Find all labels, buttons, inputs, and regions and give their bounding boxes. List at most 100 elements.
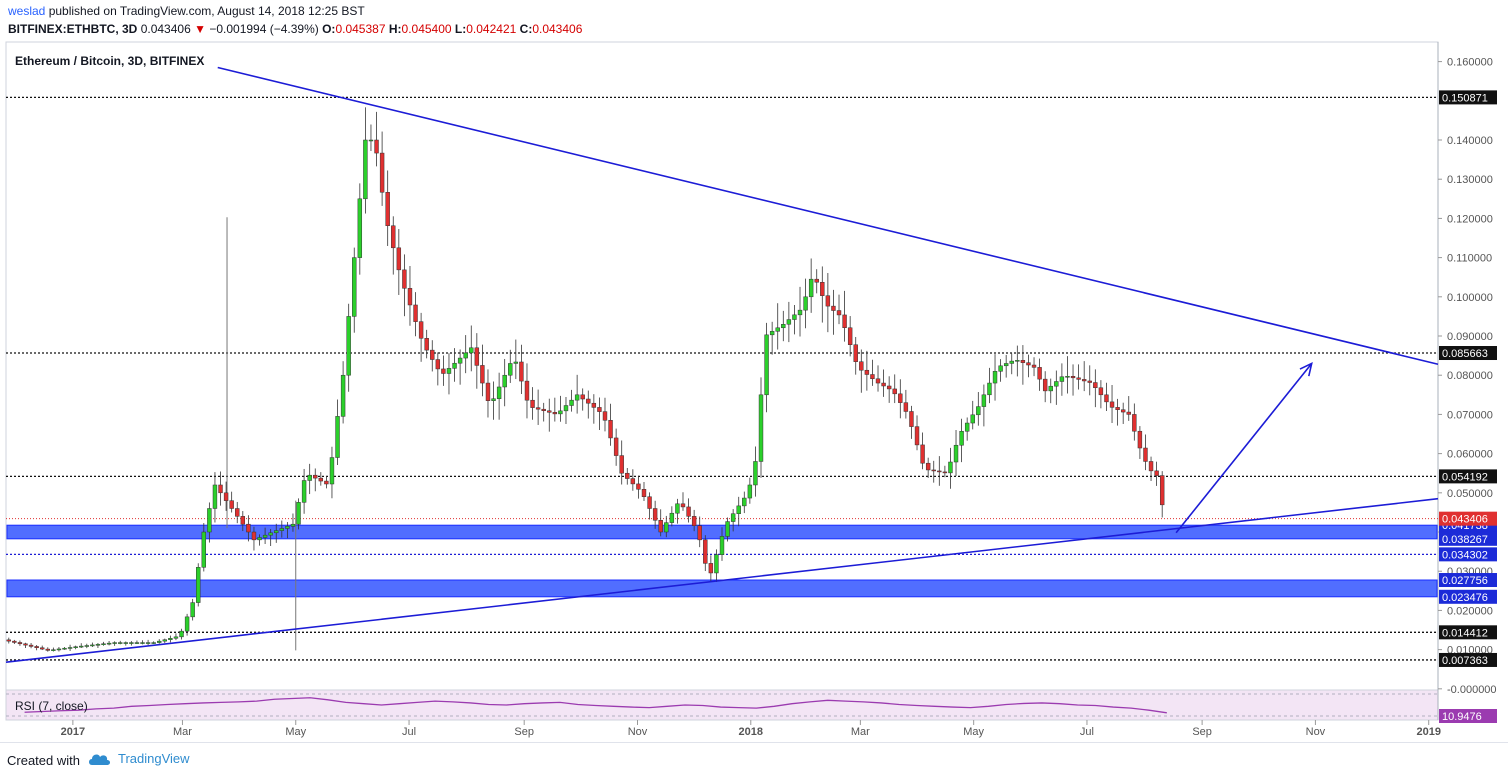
candle-down: [613, 437, 619, 456]
chart-canvas[interactable]: 0.160000 0.140000 0.130000 0.120000 0.110000…: [0, 0, 1508, 742]
candle-down: [942, 471, 948, 474]
candle-up: [992, 371, 998, 384]
candle-up: [162, 639, 168, 642]
level-label-bg: [1439, 625, 1497, 640]
x-tick-label: Sep: [514, 726, 534, 738]
candle-up: [669, 512, 675, 523]
candle-down: [708, 563, 714, 574]
close-value: 0.043406: [532, 22, 583, 36]
candle-down: [1098, 387, 1104, 396]
candle-down: [413, 304, 418, 322]
candle-down: [903, 402, 909, 412]
candle-down: [251, 531, 257, 541]
y-tick-label: 0.110000: [1447, 253, 1492, 265]
candle-down: [530, 399, 535, 408]
y-tick-label: 0.070000: [1447, 409, 1493, 421]
level-label-bg: [1439, 547, 1497, 562]
zone-bottom-label: 0.023476: [1442, 592, 1488, 604]
y-tick-label: 0.080000: [1447, 370, 1493, 382]
candle-up: [808, 278, 814, 298]
candle-up: [290, 523, 296, 527]
candle-up: [212, 484, 218, 509]
x-tick-label: Sep: [1192, 726, 1212, 738]
candle-down: [881, 382, 886, 387]
x-tick-label: Jul: [1080, 726, 1094, 738]
y-tick-label: 0.100000: [1447, 292, 1493, 304]
candle-up: [101, 643, 106, 645]
candle-up: [1048, 385, 1053, 392]
candle-up: [301, 480, 307, 503]
x-tick-label: May: [285, 726, 306, 738]
candle-up: [981, 394, 987, 407]
candle-up: [151, 642, 156, 644]
y-tick-label: 0.160000: [1447, 57, 1493, 69]
candle-down: [864, 369, 870, 375]
candle-up: [84, 645, 89, 647]
candle-up: [452, 362, 457, 369]
rsi-value-label: 10.9476: [1442, 711, 1482, 723]
candle-down: [909, 411, 914, 427]
candle-up: [352, 257, 357, 317]
level-label: 0.014412: [1442, 627, 1488, 639]
tradingview-link[interactable]: TradingView: [118, 751, 190, 766]
candle-up: [469, 347, 474, 354]
candle-down: [931, 469, 936, 472]
level-label-bg: [1439, 90, 1497, 105]
candle-up: [769, 331, 775, 336]
candle-down: [480, 365, 485, 384]
candle-down: [1087, 380, 1092, 383]
candle-up: [67, 647, 73, 649]
candle-up: [725, 521, 730, 537]
candle-down: [641, 489, 647, 497]
y-tick-label: 0.130000: [1447, 174, 1493, 186]
candle-down: [229, 500, 234, 509]
rsi-label: RSI (7, close): [15, 699, 88, 713]
candle-down: [28, 644, 34, 647]
candle-up: [262, 534, 268, 538]
candle-down: [324, 480, 329, 485]
candle-down: [1148, 461, 1154, 472]
candle-down: [831, 305, 836, 311]
candle-down: [524, 380, 530, 401]
candle-up: [346, 316, 351, 376]
candle-up: [569, 399, 574, 406]
x-tick-label: Mar: [173, 726, 192, 738]
rsi-pane: [5, 689, 1439, 721]
x-tick-label: May: [963, 726, 984, 738]
candle-up: [491, 398, 496, 401]
zone-bottom-label-bg: [1439, 531, 1497, 546]
candle-up: [736, 505, 741, 514]
publish-info: weslad published on TradingView.com, Aug…: [8, 4, 365, 18]
candle-up: [51, 649, 56, 651]
y-tick-label: 0.120000: [1447, 213, 1493, 225]
candle-down: [630, 478, 636, 485]
candle-up: [79, 645, 84, 648]
candle-down: [836, 310, 842, 316]
candle-down: [6, 639, 11, 642]
candle-down: [1132, 414, 1137, 432]
support-zone-2: [6, 579, 1438, 598]
current-price-label-bg: [1439, 511, 1497, 526]
candle-down: [591, 402, 597, 408]
author-link[interactable]: weslad: [8, 4, 46, 18]
candle-down: [597, 407, 602, 412]
candle-up: [781, 324, 786, 329]
last-price: 0.043406: [140, 22, 191, 36]
high-label: H:: [388, 22, 402, 36]
candle-up: [987, 382, 992, 396]
x-tick-label: Jul: [402, 726, 416, 738]
tradingview-brand[interactable]: TradingView: [88, 751, 190, 766]
candle-up: [296, 502, 301, 525]
candle-down: [1042, 378, 1048, 392]
price-change: −0.001994 (−4.39%): [209, 22, 319, 36]
candle-up: [719, 536, 725, 555]
candle-down: [1159, 475, 1165, 506]
candle-up: [508, 363, 513, 376]
candle-down: [430, 349, 435, 360]
candle-down: [23, 643, 28, 646]
candle-down: [541, 408, 546, 412]
candle-up: [747, 484, 753, 499]
candle-down: [235, 508, 240, 517]
candle-up: [502, 374, 507, 388]
ohlc-line: BITFINEX:ETHBTC, 3D 0.043406 ▼ −0.001994…: [8, 22, 582, 36]
